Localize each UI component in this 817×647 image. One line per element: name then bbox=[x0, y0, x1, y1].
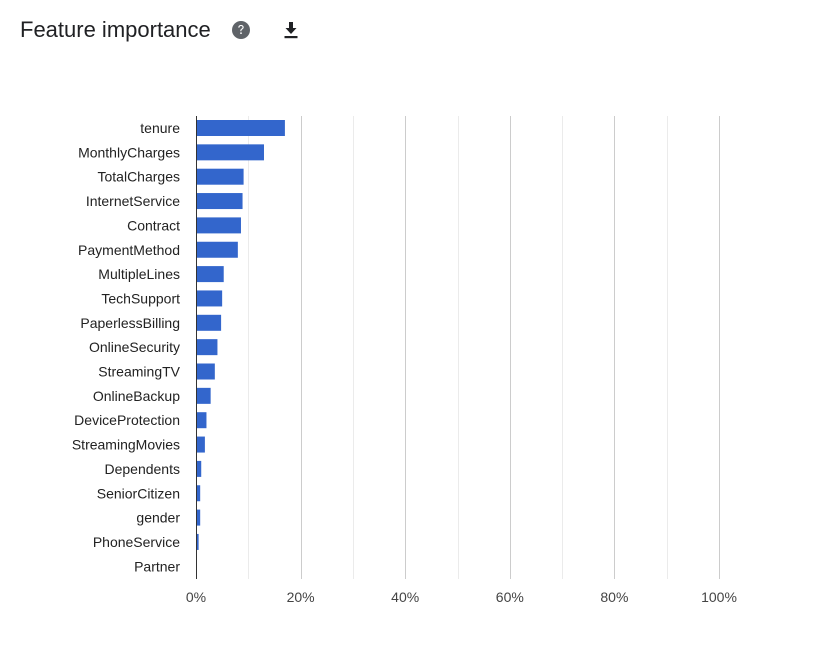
bar-PaperlessBilling[interactable] bbox=[196, 314, 222, 331]
category-label: MultipleLines bbox=[98, 266, 180, 282]
x-tick-label: 100% bbox=[701, 589, 737, 605]
page-title: Feature importance bbox=[20, 17, 211, 42]
bar-TechSupport[interactable] bbox=[196, 290, 223, 307]
bar-StreamingMovies[interactable] bbox=[196, 436, 205, 453]
category-label: StreamingMovies bbox=[72, 437, 180, 453]
category-label: PaperlessBilling bbox=[80, 315, 180, 331]
category-label: InternetService bbox=[86, 193, 180, 209]
header: Feature importance bbox=[20, 14, 303, 46]
category-label: Partner bbox=[134, 558, 180, 574]
x-tick-label: 40% bbox=[391, 589, 419, 605]
bar-StreamingTV[interactable] bbox=[196, 363, 215, 380]
category-label: Dependents bbox=[104, 461, 180, 477]
bar-gender[interactable] bbox=[196, 509, 201, 526]
category-label: TotalCharges bbox=[98, 169, 181, 185]
bar-SeniorCitizen[interactable] bbox=[196, 485, 201, 502]
category-label: tenure bbox=[140, 120, 180, 136]
x-tick-labels: 0% 20% 40% 60% 80% 100% bbox=[186, 589, 737, 605]
x-tick-label: 0% bbox=[186, 589, 206, 605]
category-label: OnlineBackup bbox=[93, 388, 180, 404]
bar-InternetService[interactable] bbox=[196, 193, 243, 210]
download-icon[interactable] bbox=[279, 18, 303, 42]
category-label: OnlineSecurity bbox=[89, 339, 180, 355]
category-label: StreamingTV bbox=[98, 364, 180, 380]
category-label: Contract bbox=[127, 217, 180, 233]
bar-Contract[interactable] bbox=[196, 217, 241, 234]
category-label: gender bbox=[136, 510, 180, 526]
bar-TotalCharges[interactable] bbox=[196, 168, 244, 185]
bar-PaymentMethod[interactable] bbox=[196, 241, 238, 258]
bar-MonthlyCharges[interactable] bbox=[196, 144, 264, 161]
category-label: PhoneService bbox=[93, 534, 180, 550]
bar-DeviceProtection[interactable] bbox=[196, 412, 207, 429]
bar-OnlineSecurity[interactable] bbox=[196, 339, 218, 356]
help-circle-icon[interactable] bbox=[229, 18, 253, 42]
x-tick-label: 60% bbox=[496, 589, 524, 605]
category-label: PaymentMethod bbox=[78, 242, 180, 258]
category-label: SeniorCitizen bbox=[97, 485, 180, 501]
x-tick-label: 80% bbox=[600, 589, 628, 605]
bar-PhoneService[interactable] bbox=[196, 533, 199, 550]
category-labels: tenure MonthlyCharges TotalCharges Internet… bbox=[72, 120, 181, 574]
bar-MultipleLines[interactable] bbox=[196, 266, 224, 283]
bar-Dependents[interactable] bbox=[196, 460, 202, 477]
bar-OnlineBackup[interactable] bbox=[196, 387, 211, 404]
category-label: TechSupport bbox=[101, 290, 180, 306]
grid-lines bbox=[248, 116, 720, 579]
bars bbox=[196, 120, 285, 550]
category-label: DeviceProtection bbox=[74, 412, 180, 428]
bar-tenure[interactable] bbox=[196, 120, 285, 136]
x-tick-label: 20% bbox=[287, 589, 315, 605]
category-label: MonthlyCharges bbox=[78, 144, 180, 160]
